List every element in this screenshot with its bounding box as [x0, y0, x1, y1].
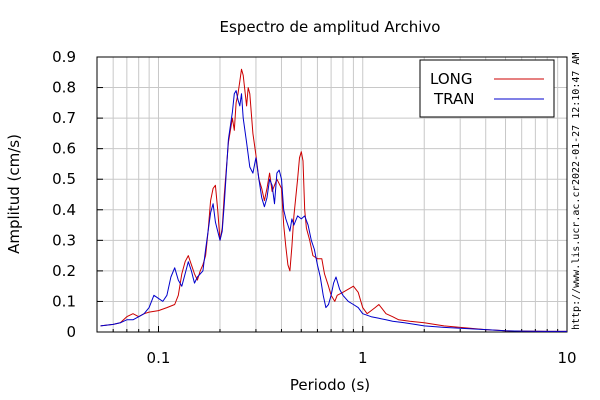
y-tick-labels: 0 0.1 0.2 0.3 0.4 0.5 0.6 0.7 0.8 0.9	[52, 48, 76, 341]
source-url: http://www.lis.ucr.ac.cr	[571, 186, 582, 331]
x-tick-labels: 0.1 1 10	[147, 349, 577, 367]
y-axis-label: Amplitud (cm/s)	[5, 134, 23, 254]
legend-label-long: LONG	[430, 70, 472, 88]
y-tick-label: 0.8	[52, 79, 76, 97]
plot-frame	[96, 56, 568, 333]
y-tick-label: 0.4	[52, 201, 76, 219]
y-tick-label: 0.2	[52, 262, 76, 280]
grid	[96, 56, 568, 333]
series-line-tran	[100, 90, 567, 332]
series-lines	[100, 68, 567, 332]
x-tick-label: 1	[358, 349, 368, 367]
y-tick-label: 0.6	[52, 140, 76, 158]
series-line-long	[100, 68, 567, 332]
y-tick-label: 0	[66, 323, 76, 341]
legend-label-tran: TRAN	[433, 90, 474, 108]
x-axis-label: Periodo (s)	[290, 376, 370, 394]
y-tick-label: 0.3	[52, 231, 76, 249]
x-tick-label: 10	[557, 349, 576, 367]
y-tick-label: 0.1	[52, 292, 76, 310]
y-tick-label: 0.9	[52, 48, 76, 66]
legend: LONG TRAN	[419, 59, 555, 118]
y-tick-label: 0.7	[52, 109, 76, 127]
chart-title: Espectro de amplitud Archivo	[220, 18, 441, 36]
legend-box	[419, 59, 555, 118]
timestamp: 2022-01-27 12:10:47 AM	[571, 53, 582, 185]
x-tick-label: 0.1	[147, 349, 171, 367]
tick-marks	[96, 56, 568, 333]
y-tick-label: 0.5	[52, 170, 76, 188]
